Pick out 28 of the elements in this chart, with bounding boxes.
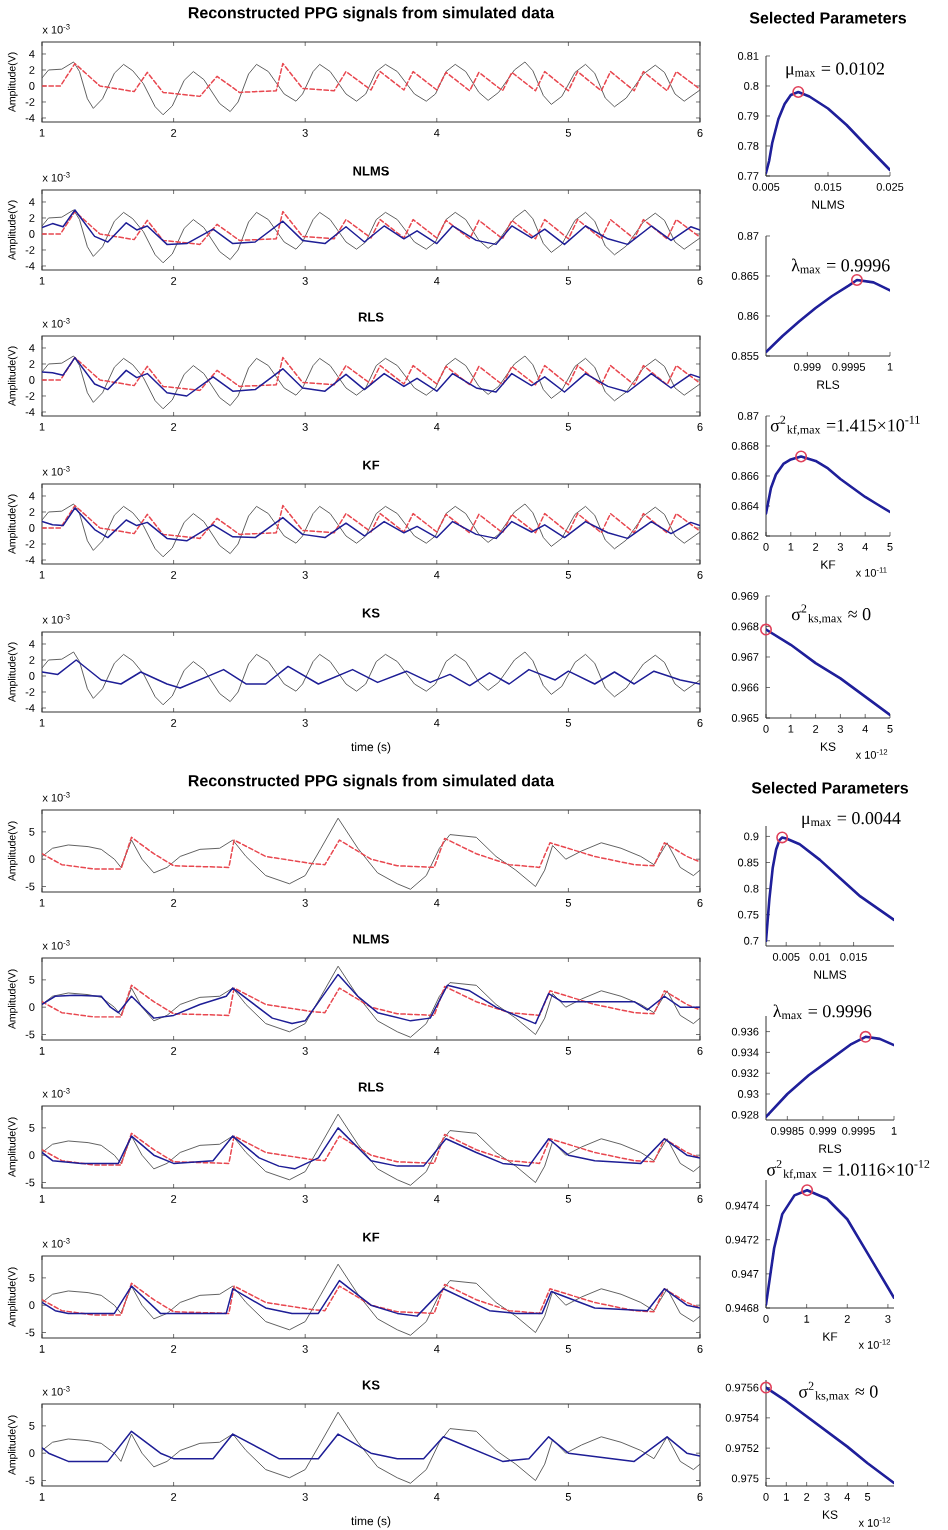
line-series bbox=[42, 503, 700, 558]
annotation: μ$_{max}$ = 0.0102 bbox=[786, 62, 884, 79]
chart-title: Reconstructed PPG signals from simulated data bbox=[188, 6, 555, 22]
annotation: σ$^{2}$$_{ks,max}$ ≈ 0 bbox=[791, 604, 871, 625]
line-series bbox=[42, 61, 700, 116]
text: σ$^{2}$$_{kf,max}$ = 1.0116×10$^{-12}$ bbox=[767, 1159, 930, 1180]
annotation: λ$_{max}$ = 0.9996 bbox=[791, 258, 890, 274]
annotation: σ$^{2}$$_{ks,max}$ ≈ 0 bbox=[799, 1381, 878, 1402]
line-series bbox=[42, 965, 700, 1038]
line-series bbox=[42, 1411, 700, 1484]
annotation: λ$_{max}$ = 0.9996 bbox=[773, 1004, 872, 1020]
line-series bbox=[42, 836, 700, 870]
line-series bbox=[42, 1263, 700, 1336]
line-series bbox=[42, 817, 700, 890]
chart-title: Selected Parameters bbox=[749, 11, 907, 24]
line-series bbox=[42, 1430, 700, 1463]
line-series bbox=[42, 355, 700, 410]
line-series bbox=[42, 659, 700, 689]
line-series bbox=[42, 62, 700, 98]
chart-title: Selected Parameters bbox=[751, 781, 909, 794]
line-series bbox=[42, 1113, 700, 1186]
line-series bbox=[42, 651, 700, 706]
annotation: μ$_{max}$ = 0.0044 bbox=[802, 812, 901, 828]
line-series bbox=[42, 984, 700, 1018]
annotation: σ$^{2}$$_{kf,max}$ =1.415×10$^{-11}$ bbox=[770, 415, 920, 436]
line-series bbox=[766, 455, 890, 515]
line-series bbox=[42, 209, 700, 264]
chart-title: Reconstructed PPG signals from simulated data bbox=[188, 774, 555, 790]
